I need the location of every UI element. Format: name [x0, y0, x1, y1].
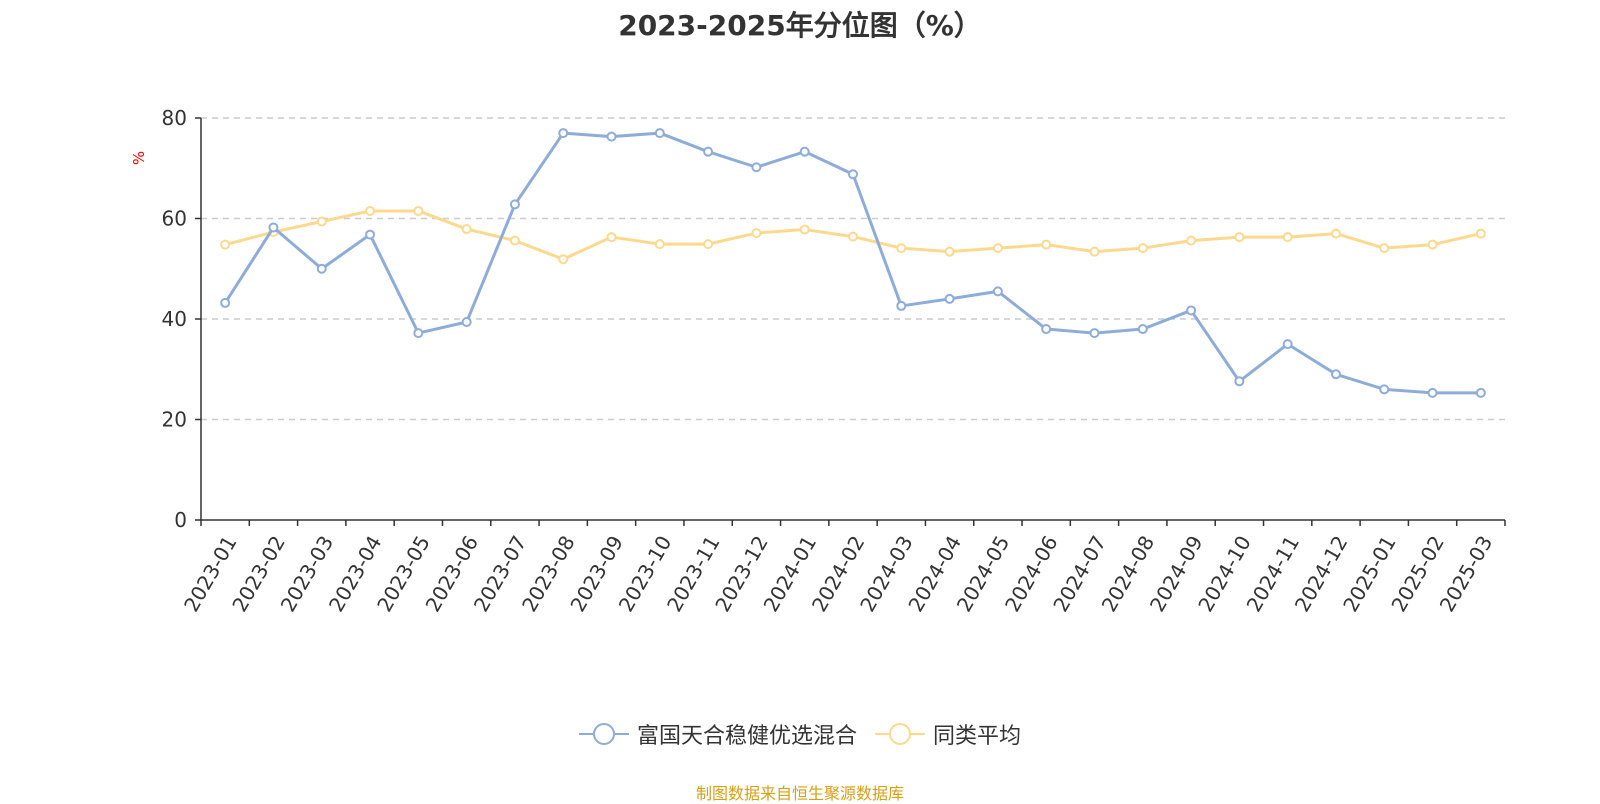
series-0-point-2023-04: [365, 229, 376, 240]
y-tick-label-40: 40: [162, 307, 187, 331]
y-tick-label-60: 60: [162, 207, 187, 231]
legend-marker-fund-icon: [578, 723, 629, 745]
series-1-point-2023-08: [558, 254, 569, 265]
series-1-point-2023-04: [365, 205, 376, 216]
series-0-point-2023-11: [703, 146, 714, 157]
series-0-point-2024-06: [1041, 324, 1052, 335]
series-1-point-2024-09: [1186, 235, 1197, 246]
legend: 富国天合稳健优选混合 同类平均: [0, 718, 1600, 750]
y-axis-label: %: [130, 151, 148, 165]
series-0-point-2024-05: [992, 286, 1003, 297]
series-1-point-2024-05: [992, 243, 1003, 254]
series-1-point-2023-06: [461, 224, 472, 235]
series-1-point-2023-11: [703, 239, 714, 250]
series-0-point-2024-12: [1330, 369, 1341, 380]
legend-label-average: 同类平均: [933, 724, 1022, 749]
legend-label-fund: 富国天合稳健优选混合: [636, 724, 857, 749]
series-0-point-2024-08: [1137, 324, 1148, 335]
series-1-point-2025-03: [1475, 228, 1486, 239]
series-0-point-2023-08: [558, 128, 569, 139]
legend-item-fund[interactable]: 富国天合稳健优选混合: [578, 718, 857, 750]
series-0-point-2023-10: [654, 128, 665, 139]
series-1-point-2024-12: [1330, 228, 1341, 239]
series-0-point-2024-11: [1282, 339, 1293, 350]
series-1-point-2024-08: [1137, 243, 1148, 254]
series-1-point-2023-09: [606, 232, 617, 243]
y-tick-label-0: 0: [174, 508, 187, 532]
series-0-point-2025-03: [1475, 387, 1486, 398]
y-tick-label-80: 80: [162, 106, 187, 130]
series-0-point-2023-02: [268, 222, 279, 233]
series-0-point-2025-01: [1379, 384, 1390, 395]
series-0-point-2024-09: [1186, 305, 1197, 316]
series-1-point-2025-02: [1427, 239, 1438, 250]
series-1-point-2024-03: [896, 243, 907, 254]
series-0-point-2023-09: [606, 131, 617, 142]
series-1-point-2024-10: [1234, 232, 1245, 243]
source-note: 制图数据来自恒生聚源数据库: [695, 784, 904, 803]
series-1-point-2025-01: [1379, 243, 1390, 254]
series-1-point-2024-07: [1089, 246, 1100, 257]
series-0-point-2024-10: [1234, 376, 1245, 387]
legend-item-average[interactable]: 同类平均: [875, 718, 1021, 750]
series-1-point-2023-07: [509, 235, 520, 246]
series-1-point-2024-04: [944, 246, 955, 257]
y-tick-label-20: 20: [162, 408, 187, 432]
series-0-point-2024-01: [799, 146, 810, 157]
series-0-point-2023-05: [413, 328, 424, 339]
series-1-point-2024-02: [848, 231, 858, 242]
series-1-point-2023-05: [413, 205, 424, 216]
series-0-point-2024-02: [848, 169, 858, 180]
series-0-point-2023-07: [509, 199, 520, 210]
series-0-point-2024-03: [896, 300, 907, 311]
series-1-point-2023-03: [316, 216, 327, 227]
series-0-point-2023-06: [461, 317, 472, 328]
series-1-point-2023-10: [654, 239, 665, 250]
series-0-point-2024-04: [944, 293, 955, 304]
series-1-point-2024-06: [1041, 239, 1052, 250]
series-0-point-2025-02: [1427, 387, 1438, 398]
series-0-point-2024-07: [1089, 328, 1100, 339]
series-1-point-2023-01: [220, 239, 231, 250]
series-0-point-2023-03: [316, 263, 327, 274]
series-1-point-2023-12: [751, 228, 762, 239]
legend-marker-average-icon: [875, 723, 925, 745]
series-1-point-2024-01: [799, 224, 810, 235]
series-0-point-2023-01: [220, 297, 231, 308]
series-0-point-2023-12: [751, 162, 762, 173]
series-1-point-2024-11: [1282, 232, 1293, 243]
chart-title: 2023-2025年分位图（%）: [618, 9, 982, 42]
